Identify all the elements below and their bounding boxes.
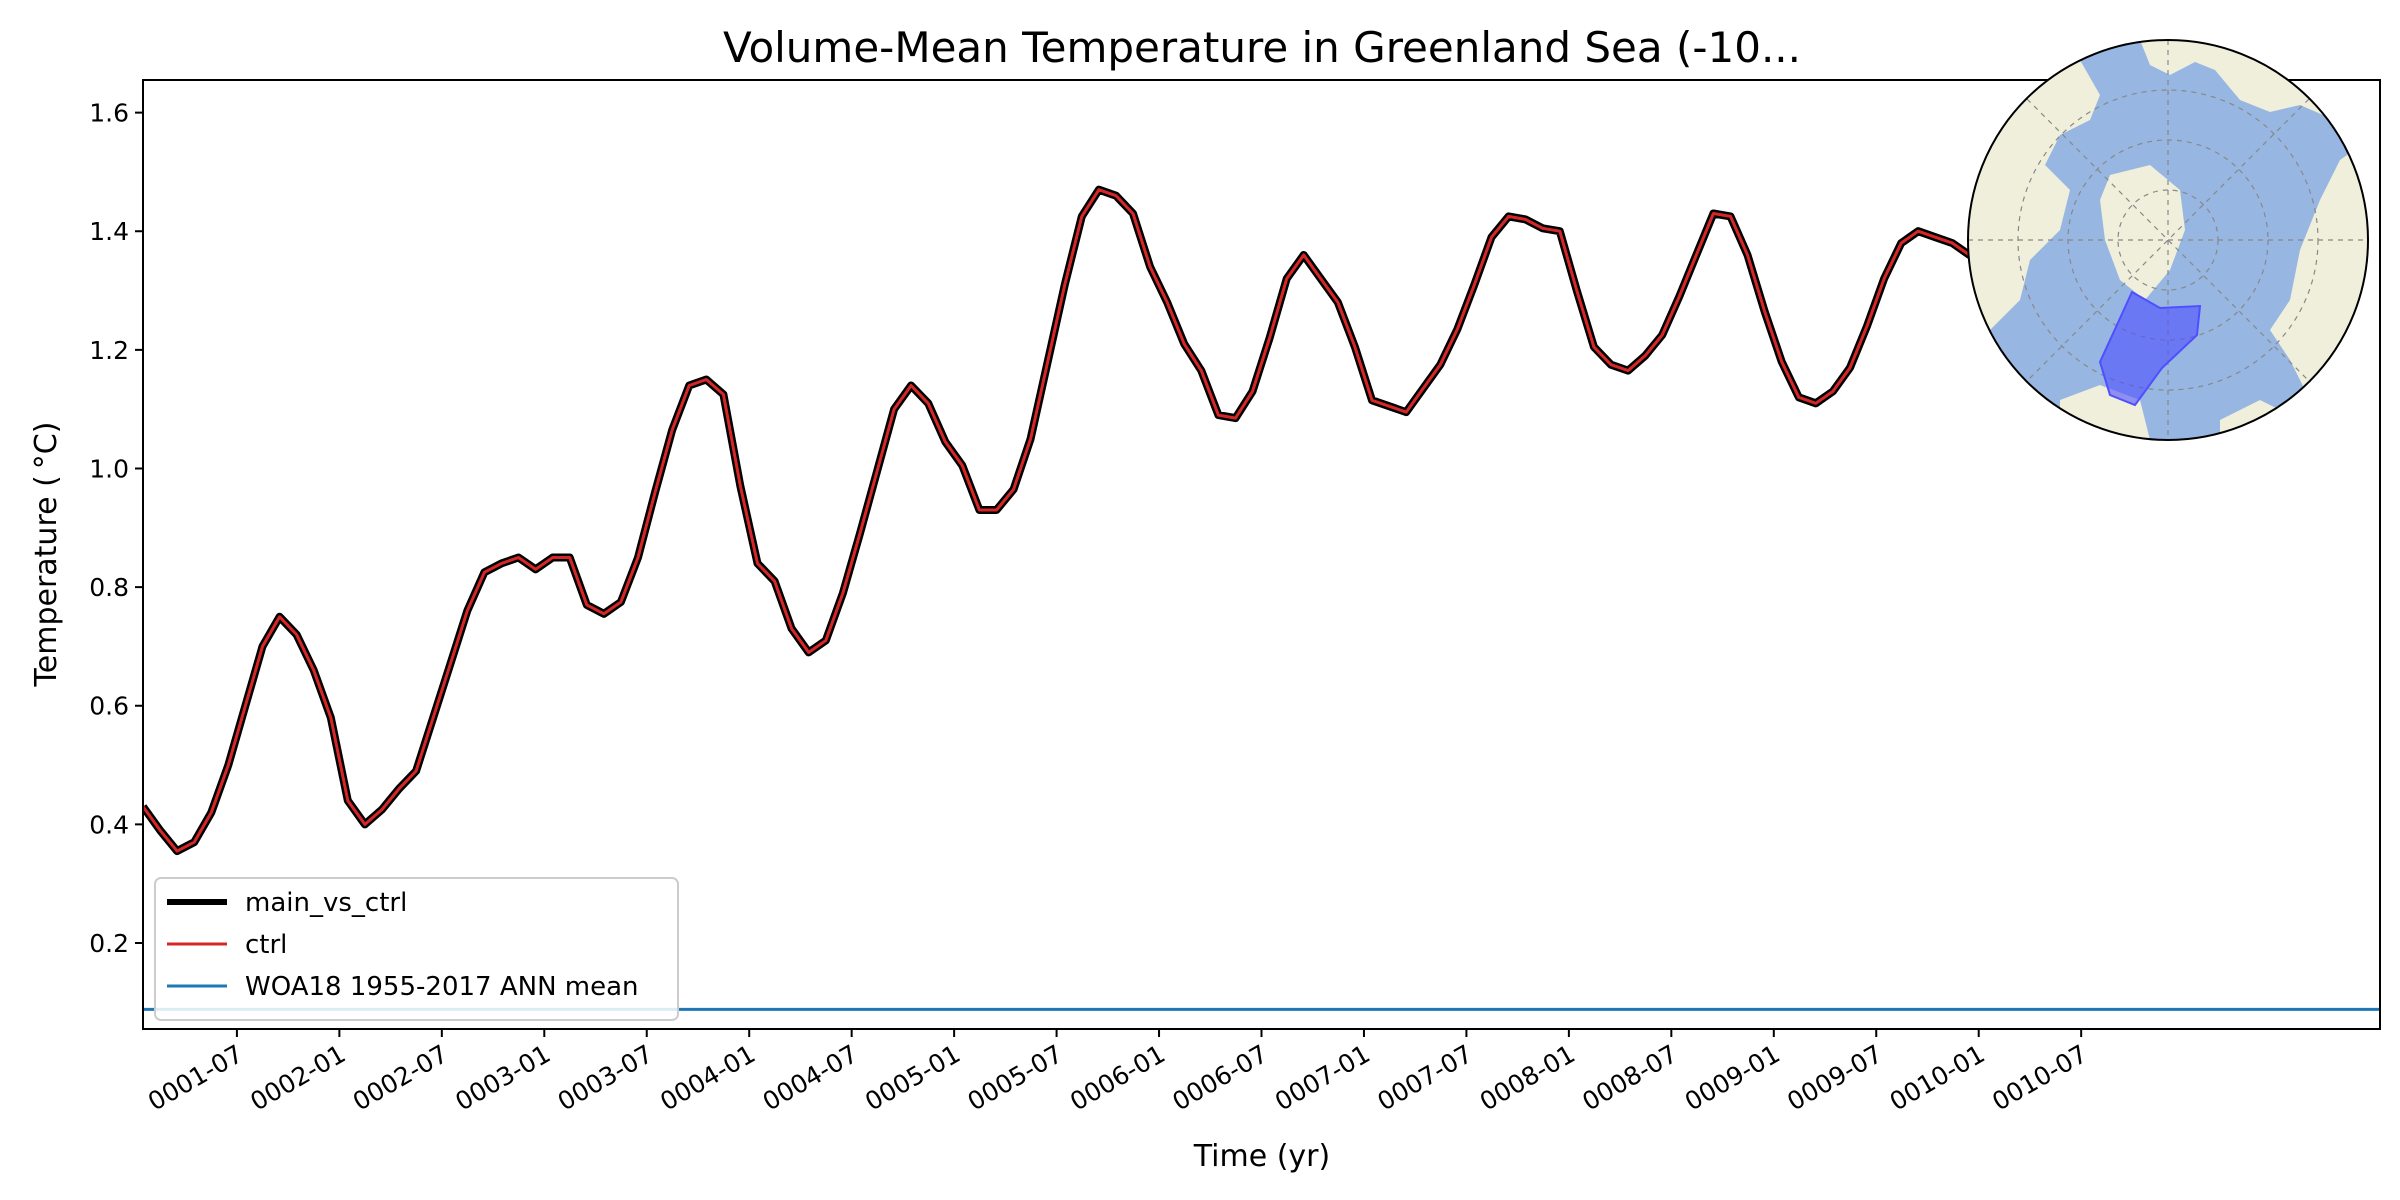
legend-label-ctrl: ctrl <box>245 930 287 960</box>
y-tick-label: 0.6 <box>89 692 129 721</box>
plot-frame <box>142 79 2381 1030</box>
y-axis: 0.2 0.4 0.6 0.8 1.0 1.2 1.4 1.6 <box>89 99 143 958</box>
y-axis-label: Temperature ( °C) <box>29 422 64 688</box>
legend-box <box>154 877 679 1021</box>
legend-label-main-vs-ctrl: main_vs_ctrl <box>245 888 407 918</box>
x-tick-label: 0004-07 <box>758 1039 863 1116</box>
x-tick-label: 0010-07 <box>1987 1039 2092 1116</box>
y-tick-label: 0.4 <box>89 810 129 839</box>
x-tick-label: 0003-07 <box>553 1039 658 1116</box>
x-tick-label: 0004-01 <box>655 1039 760 1116</box>
x-tick-label: 0006-01 <box>1065 1039 1170 1116</box>
legend-label-woa18: WOA18 1955-2017 ANN mean <box>245 972 639 1002</box>
x-tick-label: 0010-01 <box>1885 1039 1990 1116</box>
y-tick-label: 0.2 <box>89 929 129 958</box>
x-tick-label: 0008-01 <box>1475 1039 1580 1116</box>
x-tick-label: 0002-01 <box>245 1039 350 1116</box>
x-axis-label: Time (yr) <box>1193 1139 1330 1174</box>
x-tick-label: 0006-07 <box>1168 1039 1273 1116</box>
y-tick-label: 1.2 <box>89 336 129 365</box>
map-greenland-sea-region <box>2098 290 2202 407</box>
y-tick-label: 1.0 <box>89 454 129 483</box>
x-tick-label: 0005-07 <box>963 1039 1068 1116</box>
x-tick-label: 0009-07 <box>1782 1039 1887 1116</box>
x-tick-label: 0008-07 <box>1577 1039 1682 1116</box>
y-tick-label: 1.6 <box>89 99 129 128</box>
map-graticule <box>1968 40 2368 440</box>
map-border <box>1967 39 2369 441</box>
arctic-polar-map <box>1967 39 2369 441</box>
x-tick-label: 0007-07 <box>1372 1039 1477 1116</box>
x-tick-label: 0002-07 <box>348 1039 453 1116</box>
x-tick-label: 0009-01 <box>1680 1039 1785 1116</box>
legend: main_vs_ctrl ctrl WOA18 1955-2017 ANN me… <box>154 877 679 1021</box>
x-tick-label: 0003-01 <box>450 1039 555 1116</box>
y-tick-label: 0.8 <box>89 573 129 602</box>
x-axis: 0001-070002-010002-070003-010003-070004-… <box>143 1029 2092 1116</box>
x-tick-label: 0005-01 <box>860 1039 965 1116</box>
x-tick-label: 0001-07 <box>143 1039 248 1116</box>
y-tick-label: 1.4 <box>89 217 129 246</box>
x-tick-label: 0007-01 <box>1270 1039 1375 1116</box>
chart-title: Volume-Mean Temperature in Greenland Sea… <box>723 23 1801 72</box>
